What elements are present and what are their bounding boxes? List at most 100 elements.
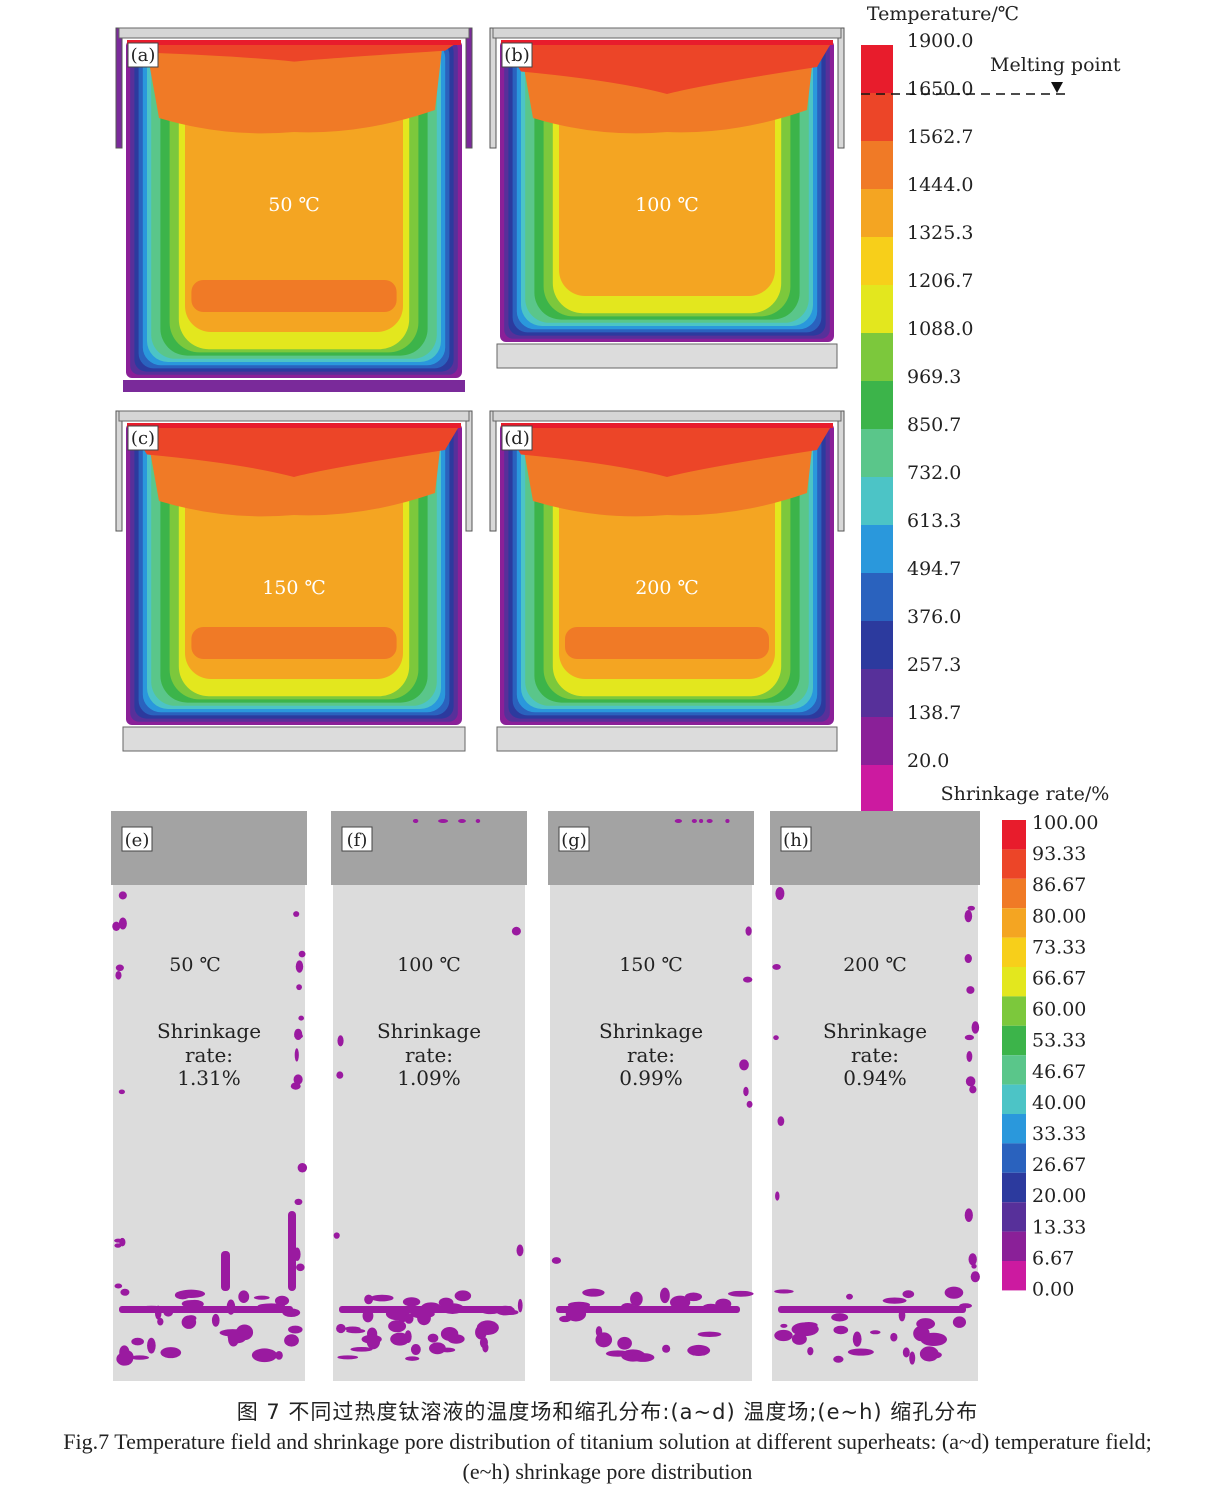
shrinkage-pore	[971, 1021, 980, 1034]
shrinkage-pore	[774, 1289, 794, 1294]
casting-body	[113, 811, 305, 1381]
shrinkage-pore	[427, 1333, 439, 1343]
shrinkage-pore	[295, 960, 304, 973]
shrinkage-pore	[211, 1313, 220, 1327]
shrinkage-pore	[290, 1082, 301, 1090]
shrinkage-pore	[475, 819, 481, 823]
shrinkage-pore	[967, 905, 975, 911]
superheat-label: 100 ℃	[397, 954, 461, 976]
shrinkage-pore	[119, 1306, 293, 1313]
temperature-legend-swatch	[861, 93, 893, 141]
temperature-legend-tick: 1325.3	[907, 222, 973, 244]
shrinkage-pore	[288, 1325, 303, 1334]
shrinkage-pore	[293, 1074, 303, 1085]
shrinkage-pore	[438, 1297, 454, 1308]
shrinkage-label: Shrinkage	[599, 1019, 703, 1043]
shrinkage-pore	[775, 1191, 780, 1201]
shrinkage-legend-tick: 33.33	[1032, 1123, 1086, 1145]
temperature-legend-swatch	[861, 477, 893, 525]
panel-label: (g)	[561, 830, 587, 851]
shrinkage-pore	[402, 1297, 421, 1307]
shrinkage-pore	[847, 1348, 874, 1356]
shrinkage-pore	[869, 1330, 881, 1335]
shrinkage-pore	[964, 909, 973, 923]
superheat-label: 100 ℃	[635, 194, 699, 216]
shrinkage-legend-tick: 26.67	[1032, 1154, 1086, 1176]
shrinkage-pore	[902, 1347, 910, 1358]
shrinkage-pore	[902, 1290, 915, 1299]
panel-label: (d)	[504, 428, 530, 449]
temperature-legend-tick: 20.0	[907, 750, 949, 772]
shrinkage-pore	[118, 891, 127, 900]
shrinkage-label: Shrinkage	[377, 1019, 481, 1043]
shrinkage-rate-value: 0.94%	[843, 1066, 907, 1090]
shrinkage-pore	[118, 917, 127, 930]
shrinkage-pore	[429, 1342, 446, 1355]
shrinkage-pore	[174, 1290, 191, 1300]
shrinkage-pore	[777, 1116, 785, 1127]
shrinkage-pore	[251, 1348, 278, 1363]
temperature-legend-tick: 732.0	[907, 462, 961, 484]
shrinkage-pore	[773, 1035, 779, 1041]
panel-label-box	[121, 826, 153, 852]
top-surface	[501, 423, 833, 428]
shrinkage-pore	[511, 926, 521, 936]
shrinkage-legend-swatch	[1002, 1172, 1026, 1203]
shrinkage-legend-tick: 20.00	[1032, 1185, 1086, 1207]
temperature-panel-c: (c) 150 ℃	[115, 410, 473, 752]
panel-label-box	[780, 826, 812, 852]
shrinkage-legend-swatch	[1002, 1025, 1026, 1056]
shrinkage-pore	[631, 1353, 655, 1362]
shrinkage-legend-swatch	[1002, 1202, 1026, 1232]
shrinkage-pore	[296, 1263, 305, 1272]
temperature-legend-title: Temperature/℃	[867, 3, 1019, 25]
mold-wall-left	[489, 410, 497, 532]
shrinkage-pore	[120, 1288, 130, 1296]
shrinkage-pore	[238, 1290, 250, 1304]
superheat-label: 50 ℃	[169, 954, 220, 976]
temperature-legend-tick: 138.7	[907, 702, 961, 724]
shrinkage-legend-swatch	[1002, 820, 1026, 850]
shrinkage-pore	[582, 1288, 605, 1297]
shrinkage-pore	[114, 1243, 122, 1248]
temperature-legend-swatch	[861, 189, 893, 237]
rate-label: rate:	[851, 1043, 899, 1067]
shrinkage-pore	[339, 1306, 513, 1313]
shrinkage-legend-swatch	[1002, 878, 1026, 909]
shrinkage-pore	[294, 1198, 303, 1206]
temperature-legend-swatch	[861, 573, 893, 621]
shrinkage-pore	[404, 1330, 412, 1344]
shrinkage-pore	[336, 1323, 346, 1334]
shrinkage-pore	[800, 1322, 818, 1328]
temperature-legend-tick: 1206.7	[907, 270, 973, 292]
shrinkage-legend-tick: 13.33	[1032, 1216, 1086, 1238]
shrinkage-pore	[438, 819, 449, 823]
shrinkage-pore	[807, 1346, 814, 1356]
shrinkage-pore	[296, 984, 302, 991]
shrinkage-pore	[361, 1334, 382, 1344]
temperature-legend-tick: 1088.0	[907, 318, 973, 340]
shrinkage-pore	[772, 963, 781, 970]
mold-bottom	[122, 726, 466, 752]
mold-top-rim	[492, 410, 842, 422]
casting-body	[772, 811, 978, 1381]
shrinkage-pore	[115, 970, 122, 980]
shrinkage-legend-tick: 100.00	[1032, 812, 1098, 834]
temperature-legend-tick: 376.0	[907, 606, 961, 628]
mold-wall-right	[837, 410, 845, 532]
superheat-label: 150 ℃	[262, 577, 326, 599]
shrinkage-pore	[405, 1356, 420, 1361]
shrinkage-pore	[833, 1355, 844, 1363]
shrinkage-pore	[253, 1295, 270, 1300]
panel-label: (f)	[347, 830, 368, 851]
temperature-legend-tick: 1562.7	[907, 126, 973, 148]
mold-wall-right	[465, 27, 473, 149]
shrinkage-pore	[595, 1332, 613, 1348]
temperature-legend-tick: 613.3	[907, 510, 961, 532]
shrinkage-pore	[775, 886, 785, 900]
mold-wall-right	[837, 27, 845, 149]
hot-region	[145, 40, 443, 134]
panel-label: (e)	[125, 830, 150, 851]
caption-chinese: 图 7 不同过热度钛溶液的温度场和缩孔分布:(a~d) 温度场;(e~h) 缩孔…	[236, 1400, 979, 1424]
